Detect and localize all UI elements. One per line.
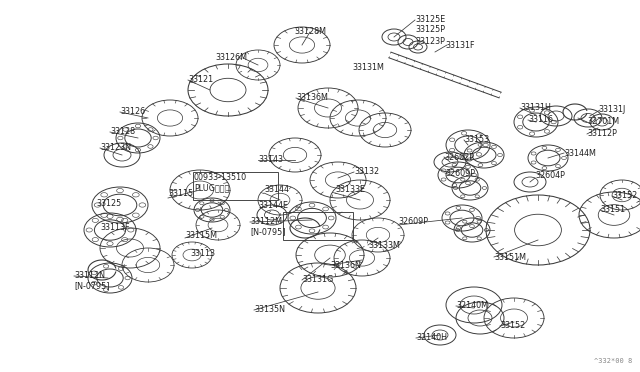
Text: 33115M: 33115M <box>185 231 217 241</box>
Text: 33136M: 33136M <box>296 93 328 103</box>
Text: 33152: 33152 <box>500 321 525 330</box>
Text: 33144: 33144 <box>264 186 289 195</box>
Text: 33135N: 33135N <box>254 305 285 314</box>
Text: 32140M: 32140M <box>456 301 488 311</box>
Text: 33125E: 33125E <box>415 16 445 25</box>
Text: 32609P: 32609P <box>445 169 475 177</box>
Text: 33116: 33116 <box>528 115 553 125</box>
Text: 32701M: 32701M <box>587 118 619 126</box>
Text: 33125P: 33125P <box>415 26 445 35</box>
Text: 00933-13510: 00933-13510 <box>194 173 247 183</box>
Text: 33113F: 33113F <box>100 224 129 232</box>
Text: 33128M: 33128M <box>294 28 326 36</box>
Text: 32140H: 32140H <box>416 334 447 343</box>
Text: 33112N: 33112N <box>74 272 105 280</box>
Text: [N-0795]: [N-0795] <box>74 282 109 291</box>
Text: 33131F: 33131F <box>445 41 474 49</box>
Text: 33112P: 33112P <box>587 129 617 138</box>
Text: 33136N: 33136N <box>330 260 361 269</box>
Text: ^332*00 8: ^332*00 8 <box>594 358 632 364</box>
Text: 33115: 33115 <box>168 189 193 199</box>
Text: 32609P: 32609P <box>398 218 428 227</box>
Text: 33126: 33126 <box>120 108 145 116</box>
Text: 33123N: 33123N <box>100 144 131 153</box>
Text: 33152: 33152 <box>612 192 637 201</box>
Text: 33131G: 33131G <box>302 276 333 285</box>
Text: 33153: 33153 <box>464 135 489 144</box>
Text: 33131M: 33131M <box>352 64 384 73</box>
Text: PLUGプラグ: PLUGプラグ <box>194 183 229 192</box>
Text: 33131H: 33131H <box>520 103 551 112</box>
Text: 33132: 33132 <box>354 167 379 176</box>
Text: [N-0795]: [N-0795] <box>250 228 285 237</box>
Text: 33121: 33121 <box>188 76 213 84</box>
Text: 33131J: 33131J <box>598 106 625 115</box>
Text: 33113: 33113 <box>190 250 215 259</box>
Text: 32602P: 32602P <box>444 153 474 161</box>
Text: 33133E: 33133E <box>335 186 365 195</box>
Text: 33143: 33143 <box>258 155 283 164</box>
Text: 33151: 33151 <box>600 205 625 215</box>
Text: 33123P: 33123P <box>415 38 445 46</box>
Text: 33112M: 33112M <box>250 218 282 227</box>
Text: 33144E: 33144E <box>258 201 288 209</box>
Text: 33126M: 33126M <box>215 54 247 62</box>
Text: 33151M: 33151M <box>494 253 526 262</box>
Text: 32604P: 32604P <box>535 170 565 180</box>
Text: 33128: 33128 <box>110 128 135 137</box>
Text: 33133M: 33133M <box>368 241 400 250</box>
Text: 33144M: 33144M <box>564 148 596 157</box>
Text: 33125: 33125 <box>96 199 121 208</box>
